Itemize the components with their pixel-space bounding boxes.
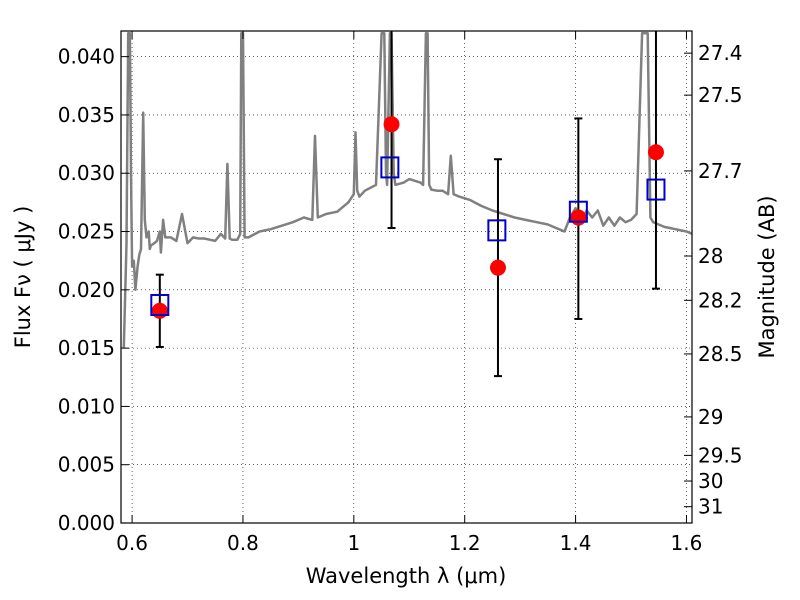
y-tick-label: 0.030 [58,161,115,185]
plot-background [121,31,692,523]
observed-point [570,209,587,226]
y-tick-label: 0.010 [58,394,115,418]
y2-tick-label: 27.5 [698,83,743,107]
y-tick-label: 0.025 [58,220,115,244]
model-band-point [487,219,507,242]
y2-tick-label: 27.4 [698,41,743,65]
x-tick-label: 1.6 [671,531,703,555]
y2-tick-label: 28.5 [698,342,743,366]
x-axis: 0.6 0.8 1 1.2 1.4 1.6 [116,31,702,555]
observed-point [647,144,664,161]
observed-point [383,116,400,133]
x-axis-label: Wavelength λ (μm) [306,564,507,588]
y-tick-label: 0.015 [58,336,115,360]
x-tick-label: 0.6 [116,531,148,555]
y-tick-label: 0.020 [58,278,115,302]
y2-tick-label: 30 [698,469,723,493]
x-tick-label: 1.2 [449,531,481,555]
y-tick-label: 0.040 [58,45,115,69]
observed-point [489,259,506,276]
observed-point [151,302,168,319]
model-band-point [380,156,400,179]
y2-tick-label: 29.5 [698,443,743,467]
y2-axis-label: Magnitude (AB) [755,195,779,358]
model-spectrum [122,32,693,349]
y-tick-label: 0.035 [58,103,115,127]
y2-tick-label: 28 [698,244,723,268]
x-tick-label: 0.8 [227,531,259,555]
y2-tick-label: 29 [698,405,723,429]
plot-frame [120,30,693,524]
model-band-point [568,200,588,223]
y-axis: 0.000 0.005 0.010 0.015 0.020 0.025 0.030 0.035… [58,45,129,535]
model-band-points [150,156,666,316]
y2-tick-label: 31 [698,495,723,519]
x-tick-label: 1 [347,531,360,555]
y-axis-label: Flux Fν ( μJy ) [11,206,35,349]
model-band-point [150,293,170,316]
y2-tick-label: 28.2 [698,288,743,312]
y2-tick-label: 27.7 [698,159,743,183]
spectrum-line [122,32,693,349]
y-tick-label: 0.000 [58,511,115,535]
model-band-point [646,178,666,201]
x-tick-label: 1.4 [560,531,592,555]
y-tick-label: 0.005 [58,453,115,477]
